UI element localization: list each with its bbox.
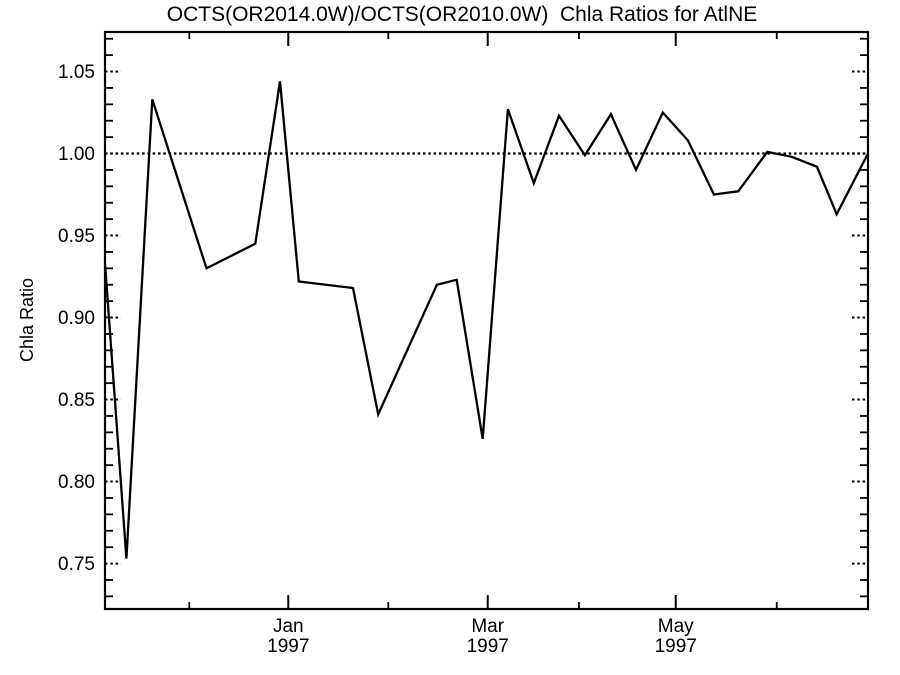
y-tick-label: 1.05 <box>58 62 95 83</box>
y-tick-label: 0.80 <box>58 472 95 493</box>
x-tick-label-month: May <box>658 616 694 637</box>
y-tick-label: 0.75 <box>58 554 95 575</box>
x-tick-label-year: 1997 <box>467 636 509 657</box>
y-tick-label: 0.85 <box>58 390 95 411</box>
y-tick-label: 0.95 <box>58 226 95 247</box>
chart-title: OCTS(OR2014.0W)/OCTS(OR2010.0W) Chla Rat… <box>167 3 758 26</box>
plot-frame <box>103 30 870 611</box>
tick-label-layer: 0.750.800.850.900.951.001.05Jan1997Mar19… <box>58 62 697 657</box>
x-tick-label-year: 1997 <box>655 636 697 657</box>
x-tick-label-year: 1997 <box>267 636 309 657</box>
grid-layer <box>105 70 868 565</box>
y-axis-label: Chla Ratio <box>17 278 37 362</box>
chla-ratio-series-line <box>103 81 870 559</box>
y-tick-label: 0.90 <box>58 308 95 329</box>
x-tick-label-month: Mar <box>471 616 504 637</box>
tick-layer <box>105 32 868 609</box>
x-tick-label-month: Jan <box>273 616 304 637</box>
series-layer <box>103 81 870 559</box>
y-tick-label: 1.00 <box>58 144 95 165</box>
